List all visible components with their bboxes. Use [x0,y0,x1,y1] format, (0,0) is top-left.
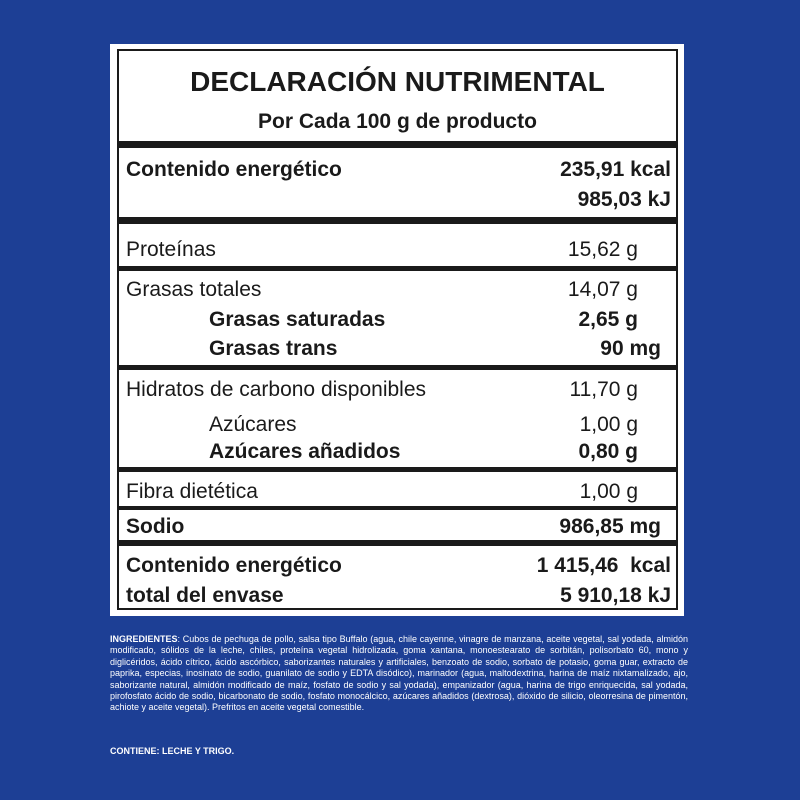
divider-fats [119,365,676,370]
energy-kj-value: 985,03 kJ [577,188,671,211]
sodium-value: 986,85 mg [559,515,661,538]
added-sugars-label: Azúcares añadidos [209,440,401,463]
ingredients-list: : Cubos de pechuga de pollo, salsa tipo … [110,634,688,713]
proteins-value: 15,62 g [567,238,638,261]
fiber-value: 1,00 g [579,480,638,503]
sugars-value: 1,00 g [579,413,638,436]
allergen-statement: CONTIENE: LECHE Y TRIGO. [110,746,235,756]
divider-header [119,141,676,148]
carbs-value: 11,70 g [569,378,638,401]
divider-fiber [119,506,676,510]
nutrition-label: DECLARACIÓN NUTRIMENTAL Por Cada 100 g d… [110,44,684,616]
fats-label: Grasas totales [126,278,262,301]
divider-energy [119,217,676,224]
label-title: DECLARACIÓN NUTRIMENTAL [190,66,605,97]
trans-fats-label: Grasas trans [209,337,338,360]
carbs-label: Hidratos de carbono disponibles [126,378,427,401]
divider-carbs [119,467,676,472]
divider-sodium [119,540,676,546]
ingredients-label: INGREDIENTES [110,634,178,644]
trans-fats-value: 90 mg [600,337,661,360]
total-energy-kcal-value: 1 415,46 kcal [536,554,671,577]
sodium-label: Sodio [126,515,185,538]
total-energy-kj-value: 5 910,18 kJ [560,584,671,607]
saturated-fats-label: Grasas saturadas [209,308,386,331]
proteins-label: Proteínas [126,238,216,261]
label-subtitle: Por Cada 100 g de producto [258,110,537,133]
energy-kcal-value: 235,91 kcal [560,158,671,181]
nutrition-table: DECLARACIÓN NUTRIMENTAL Por Cada 100 g d… [117,49,678,610]
sugars-label: Azúcares [209,413,297,436]
ingredients-text: INGREDIENTES: Cubos de pechuga de pollo,… [110,634,688,714]
saturated-fats-value: 2,65 g [578,308,638,331]
total-energy-label-line1: Contenido energético [126,554,342,577]
fats-value: 14,07 g [567,278,638,301]
added-sugars-value: 0,80 g [578,440,638,463]
total-energy-label-line2: total del envase [126,584,284,607]
energy-label: Contenido energético [126,158,342,181]
divider-proteins [119,266,676,271]
fiber-label: Fibra dietética [126,480,258,503]
